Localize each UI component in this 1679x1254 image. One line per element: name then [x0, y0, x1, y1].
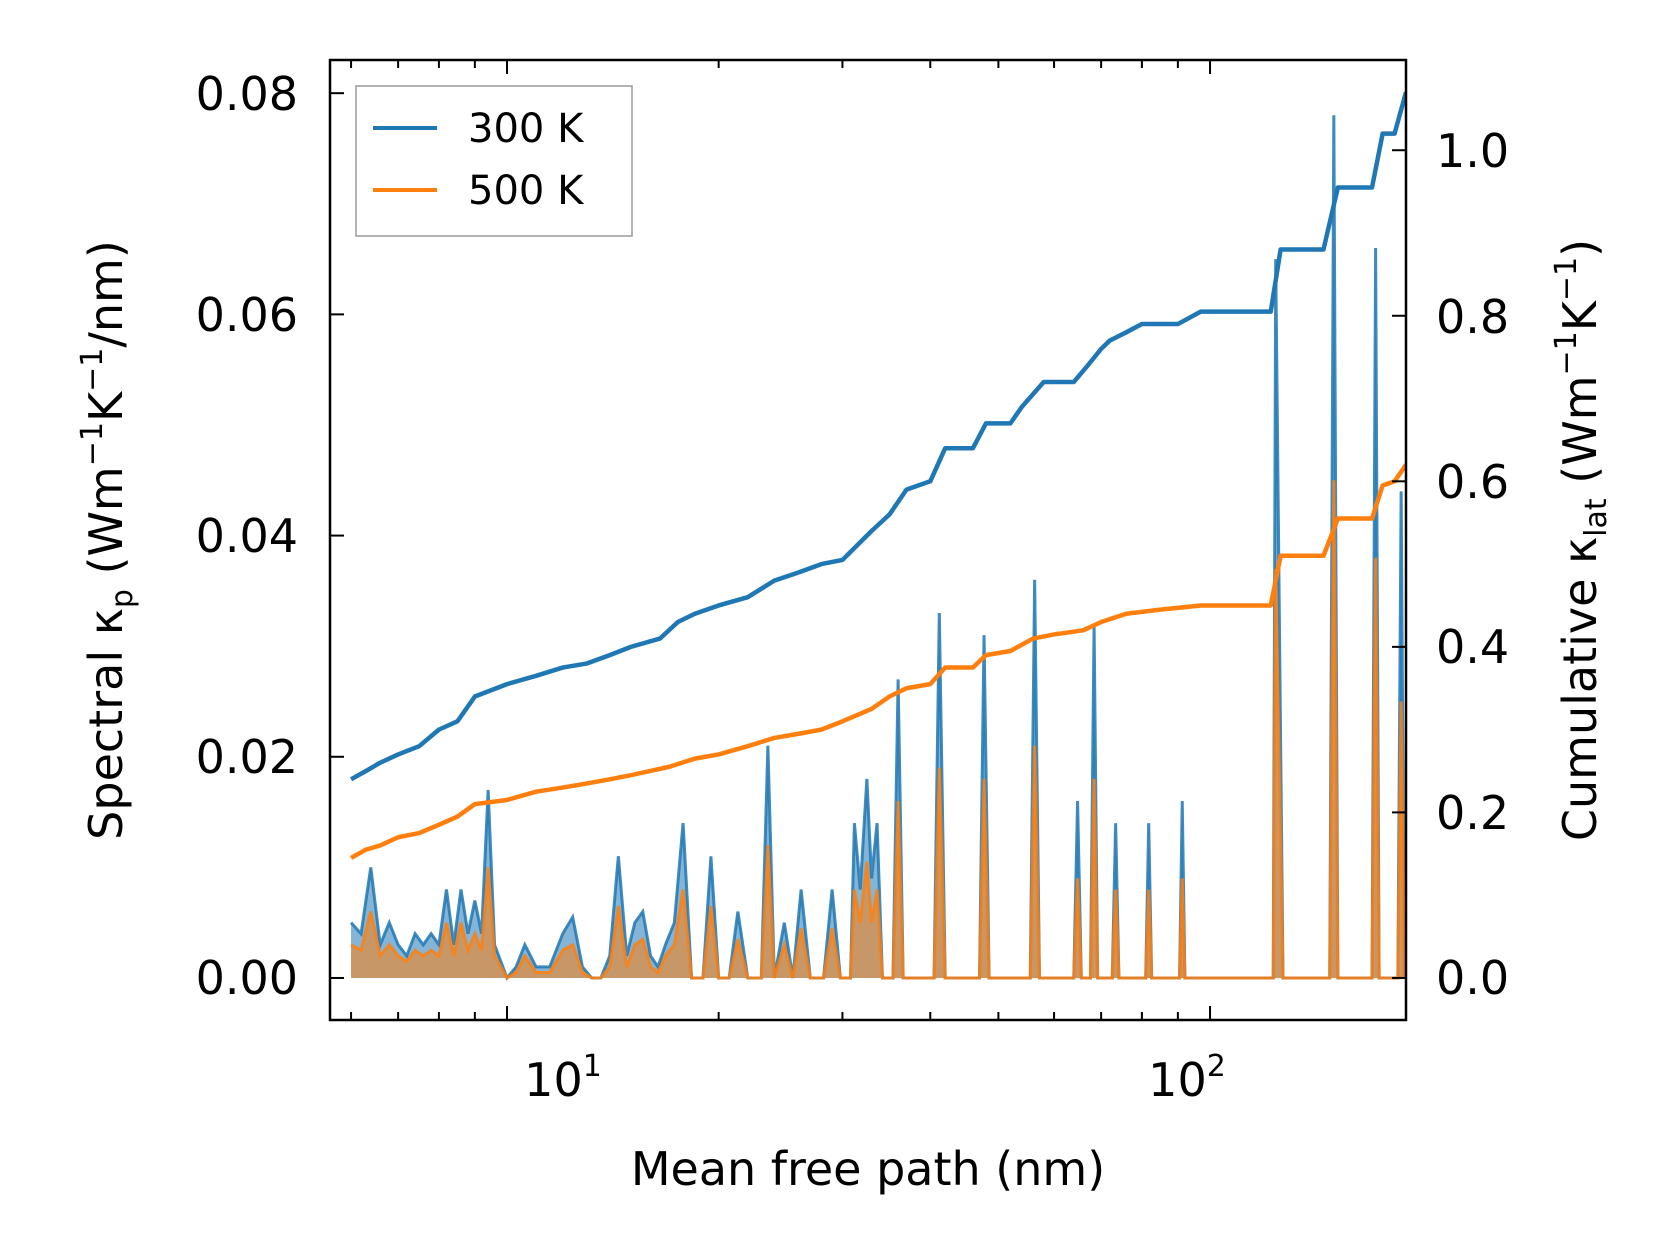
y-right-tick-label: 1.0 [1436, 124, 1509, 178]
cumulative-line-300k [349, 91, 1406, 782]
legend-label-500k: 500 K [468, 168, 585, 214]
y-right-tick-label: 0.2 [1436, 786, 1509, 840]
y-left-tick-label: 0.06 [196, 288, 298, 342]
y-left-tick-label: 0.00 [196, 951, 298, 1005]
y-left-tick-label: 0.08 [196, 67, 298, 121]
y-right-tick-label: 0.0 [1436, 951, 1509, 1005]
y-right-tick-label: 0.8 [1436, 290, 1509, 344]
legend-label-300k: 300 K [468, 106, 585, 152]
plot-series-layer [349, 91, 1406, 981]
y-left-tick-label: 0.02 [196, 730, 298, 784]
legend-box [355, 85, 633, 237]
x-tick-label-100: 102 [1148, 1049, 1226, 1107]
axis-ticks-layer [330, 60, 1406, 1020]
spectral-line-500k [350, 480, 1406, 981]
plot-frame [328, 58, 1408, 1022]
legend: 300 K 500 K [355, 85, 633, 237]
spectral-line-300k [349, 115, 1406, 981]
x-tick-label-10: 101 [524, 1049, 602, 1107]
y-right-tick-label: 0.6 [1436, 455, 1509, 509]
y-left-axis-label: Spectral κp (Wm−1K−1/nm) [75, 240, 140, 840]
cumulative-line-500k [349, 463, 1406, 860]
x-axis-label: Mean free path (nm) [631, 1142, 1105, 1196]
y-right-axis-label: Cumulative κlat (Wm−1K−1) [1549, 239, 1614, 841]
y-right-tick-label: 0.4 [1436, 620, 1509, 674]
y-left-tick-label: 0.04 [196, 509, 298, 563]
